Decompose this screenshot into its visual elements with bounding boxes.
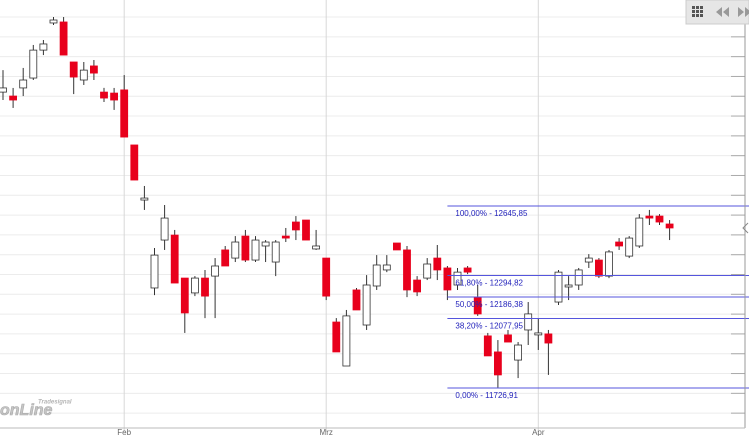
rewind-button[interactable] xyxy=(716,7,729,17)
forward-button[interactable] xyxy=(738,7,749,17)
candle-body xyxy=(635,217,644,247)
candle-body xyxy=(615,241,623,247)
candle-body xyxy=(0,87,7,93)
candle-body xyxy=(120,89,129,138)
x-tick-label: Mrz xyxy=(320,428,333,436)
candle-body xyxy=(605,251,613,277)
candle-body xyxy=(595,259,603,277)
candle-body xyxy=(514,344,522,361)
candle-body xyxy=(665,223,674,229)
candle-body xyxy=(332,321,341,353)
candle-body xyxy=(261,241,270,247)
fib-label: 50,00% - 12186,38 xyxy=(455,300,523,309)
candle-body xyxy=(201,277,209,297)
candle-body xyxy=(39,43,48,51)
candle-body xyxy=(463,267,472,273)
candle-body xyxy=(190,277,199,294)
candle-body xyxy=(392,242,401,251)
candle-body xyxy=(140,197,149,201)
candle-body xyxy=(312,245,321,250)
candle-body xyxy=(584,257,593,263)
candle-body xyxy=(322,257,331,297)
candle-body xyxy=(534,332,543,336)
x-tick-label: Feb xyxy=(117,428,131,436)
candle-body xyxy=(504,334,512,343)
candle-body xyxy=(69,61,78,78)
candle-body xyxy=(170,234,179,284)
candle-body xyxy=(271,241,280,263)
candle-body xyxy=(372,264,381,287)
candle-body xyxy=(211,265,220,277)
candle-body xyxy=(302,219,310,241)
watermark-product: onLine xyxy=(0,402,53,419)
candle-body xyxy=(352,289,361,311)
axis-arrow xyxy=(742,222,749,234)
candle-body xyxy=(231,241,240,259)
candle-body xyxy=(574,269,583,286)
candle-body xyxy=(453,271,462,286)
grid-icon[interactable] xyxy=(692,6,703,17)
candle-body xyxy=(524,313,533,331)
candle-body xyxy=(443,267,452,291)
x-tick-label: Apr xyxy=(532,428,545,436)
candle-body xyxy=(403,249,411,291)
candle-body xyxy=(221,249,230,267)
candle-body xyxy=(49,19,58,24)
candle-body xyxy=(362,284,371,326)
candle-body xyxy=(625,237,634,257)
candle-body xyxy=(251,239,260,261)
candle-body xyxy=(110,92,118,101)
candle-body xyxy=(150,254,159,289)
candle-body xyxy=(554,271,563,303)
fib-label: 100,00% - 12645,85 xyxy=(455,209,528,218)
candle-body xyxy=(655,215,664,223)
fib-label: 61,80% - 12294,82 xyxy=(455,279,523,288)
candle-body xyxy=(241,235,250,261)
candle-body xyxy=(423,263,432,279)
watermark-brand: Tradesignal xyxy=(38,400,72,406)
candle-body xyxy=(100,91,108,99)
candle-body xyxy=(79,69,88,81)
candle-body xyxy=(483,335,492,357)
candle-body xyxy=(564,284,573,288)
candle-body xyxy=(342,315,351,367)
candle-body xyxy=(9,95,18,101)
candle-body xyxy=(493,351,502,376)
candle-body xyxy=(19,79,28,89)
fib-label: 0,00% - 11726,91 xyxy=(455,391,518,400)
candle-body xyxy=(281,235,290,239)
candle-body xyxy=(382,264,391,271)
candle-body xyxy=(413,279,422,293)
candle-body xyxy=(59,21,68,56)
candle-body xyxy=(645,215,654,219)
candle-body xyxy=(29,49,38,79)
candle-body xyxy=(433,257,442,271)
candle-body xyxy=(291,221,300,231)
watermark: Tradesignal onLine xyxy=(0,400,72,420)
candle-body xyxy=(130,144,139,181)
candle-body xyxy=(544,333,553,344)
plot: 100,00% - 12645,85 61,80% - 12294,82 50,00… xyxy=(0,17,749,400)
candle-body xyxy=(180,277,189,314)
candle-body xyxy=(90,65,98,74)
fib-label: 38,20% - 12077,95 xyxy=(455,322,523,331)
toolbar xyxy=(685,0,749,25)
candle-body xyxy=(160,217,169,241)
